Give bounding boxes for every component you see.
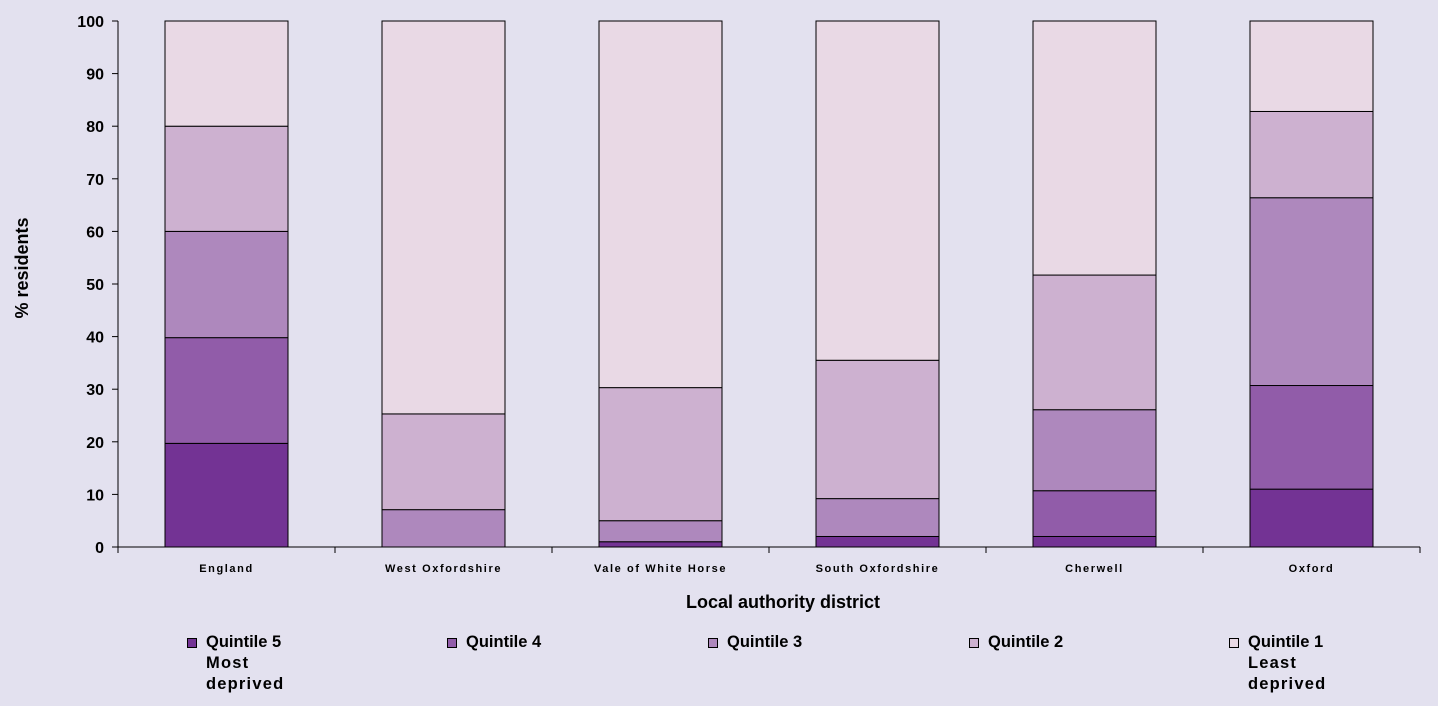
bar-segment-oxford-q2 [1249, 110, 1374, 199]
y-tick-label: 0 [95, 540, 104, 557]
bar-segment-england-q5 [164, 442, 289, 548]
legend-label: Quintile 1 [1248, 633, 1324, 651]
bar-segment-west-oxfordshire-q3 [381, 509, 506, 548]
x-tick-label: Vale of White Horse [594, 563, 727, 575]
x-tick-label: Oxford [1289, 563, 1335, 575]
bar-segment-vale-of-white-horse-q5 [598, 541, 723, 548]
x-tick-label: West Oxfordshire [385, 563, 502, 575]
x-tick-label: South Oxfordshire [816, 563, 940, 575]
x-axis-title: Local authority district [686, 592, 880, 612]
bars-layer [164, 20, 1374, 548]
bar-segment-england-q4 [164, 337, 289, 444]
bar-segment-cherwell-q4 [1032, 490, 1157, 537]
y-tick-label: 90 [86, 67, 104, 84]
bar-segment-england-q1 [164, 20, 289, 127]
bar-segment-south-oxfordshire-q1 [815, 20, 940, 361]
bar-segment-oxford-q5 [1249, 488, 1374, 548]
bar-segment-oxford-q4 [1249, 385, 1374, 490]
legend-sublabel: Least deprived [1248, 654, 1327, 693]
bar-segment-vale-of-white-horse-q2 [598, 387, 723, 522]
bar-segment-england-q3 [164, 230, 289, 339]
bar-segment-oxford-q3 [1249, 197, 1374, 387]
bar-segment-west-oxfordshire-q2 [381, 413, 506, 511]
y-tick-label: 70 [86, 172, 104, 189]
legend-sublabel: Most deprived [206, 654, 285, 693]
bar-segment-oxford-q1 [1249, 20, 1374, 112]
x-tick-label: Cherwell [1065, 563, 1124, 575]
bar-segment-south-oxfordshire-q3 [815, 498, 940, 537]
y-tick-label: 100 [77, 14, 104, 31]
bar-segment-cherwell-q1 [1032, 20, 1157, 276]
y-tick-label: 30 [86, 382, 104, 399]
bar-segment-cherwell-q3 [1032, 409, 1157, 492]
legend-label: Quintile 3 [727, 633, 803, 651]
y-tick-label: 10 [86, 487, 104, 504]
y-tick-label: 80 [86, 119, 104, 136]
y-tick-label: 50 [86, 277, 104, 294]
legend-label: Quintile 5 [206, 633, 282, 651]
legend-label: Quintile 2 [988, 633, 1064, 651]
bar-segment-cherwell-q5 [1032, 535, 1157, 548]
legend-swatch [1229, 638, 1239, 648]
y-tick-label: 20 [86, 435, 104, 452]
legend-label: Quintile 4 [466, 633, 542, 651]
x-tick-label: England [199, 563, 254, 575]
tick-labels: England West Oxfordshire Vale of White Hor… [77, 14, 1335, 575]
y-axis-title: % residents [12, 217, 32, 318]
legend-swatch [708, 638, 718, 648]
legend-swatch [187, 638, 197, 648]
legend-swatch [447, 638, 457, 648]
y-tick-label: 60 [86, 224, 104, 241]
bar-segment-west-oxfordshire-q1 [381, 20, 506, 415]
bar-segment-vale-of-white-horse-q3 [598, 520, 723, 543]
bar-segment-vale-of-white-horse-q1 [598, 20, 723, 389]
bar-segment-south-oxfordshire-q2 [815, 359, 940, 500]
legend-swatch [969, 638, 979, 648]
y-tick-label: 40 [86, 330, 104, 347]
bar-segment-england-q2 [164, 125, 289, 232]
bar-segment-cherwell-q2 [1032, 274, 1157, 411]
legend: Quintile 5 Most deprived Quintile 4 Quintil… [0, 632, 1438, 706]
bar-segment-south-oxfordshire-q5 [815, 535, 940, 548]
axes [112, 20, 1421, 553]
